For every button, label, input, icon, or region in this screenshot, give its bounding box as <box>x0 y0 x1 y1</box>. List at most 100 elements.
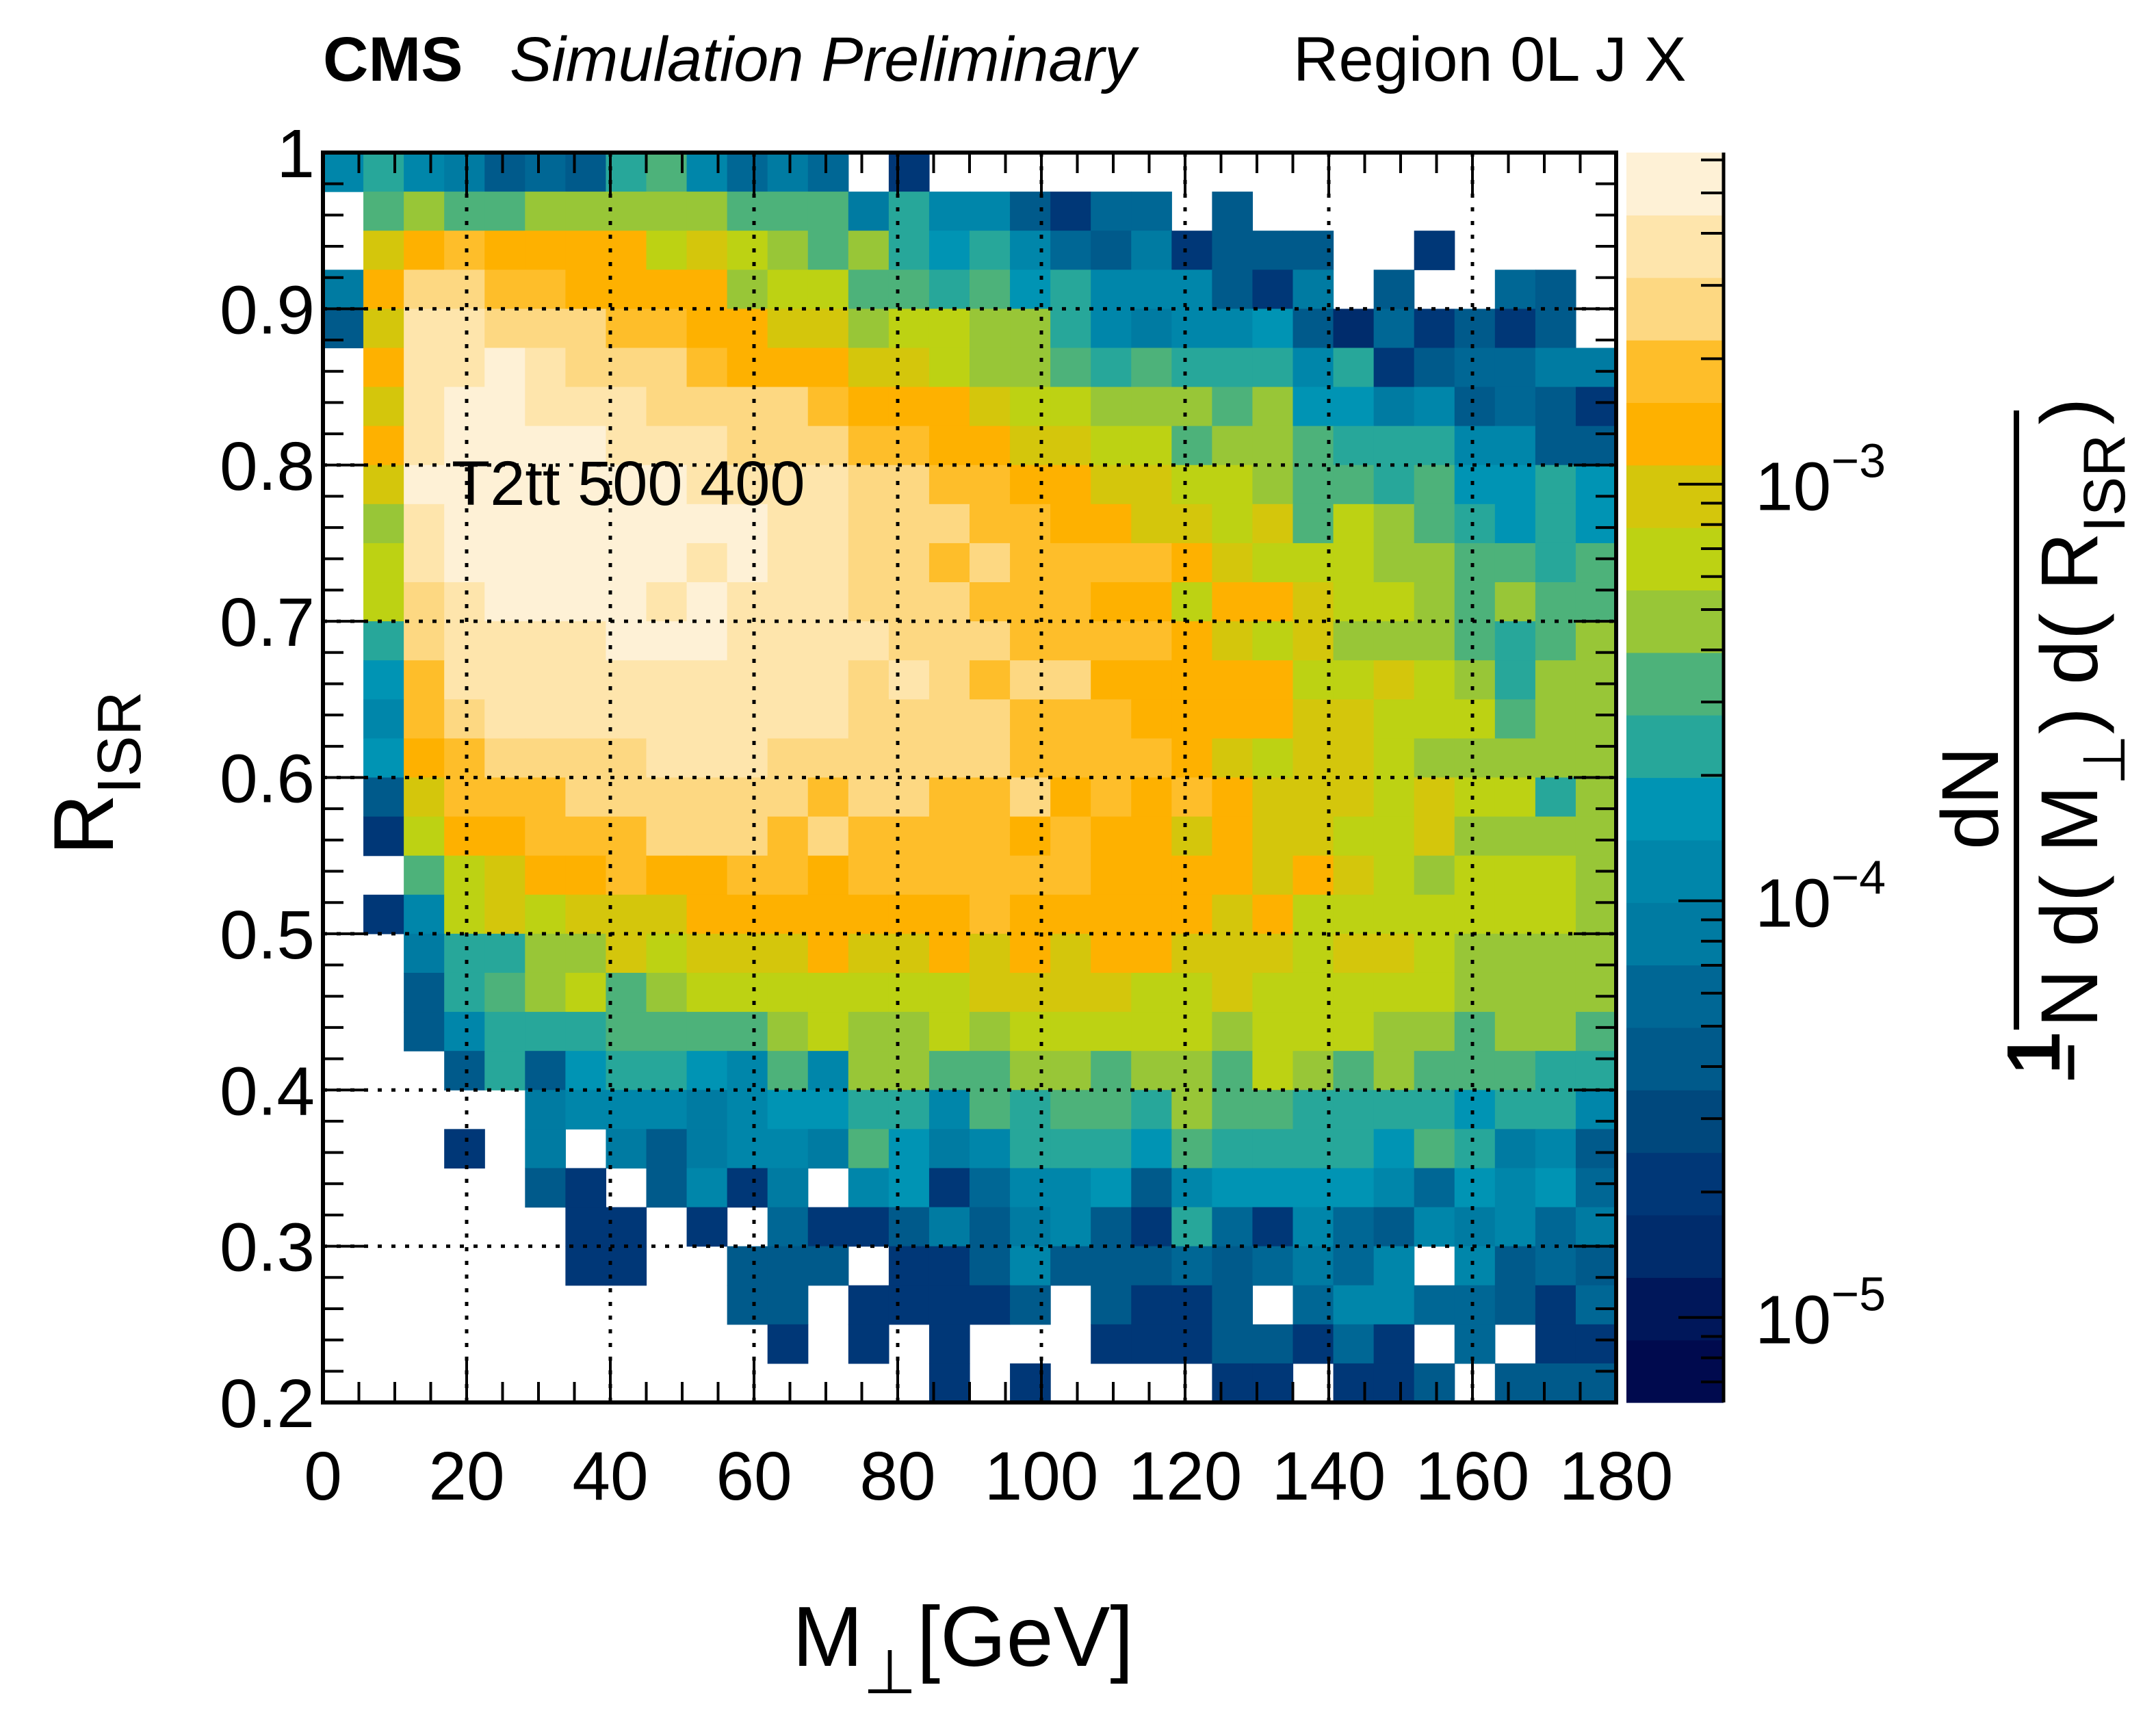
heatmap-cell <box>1575 543 1617 583</box>
heatmap-cell <box>1091 1129 1132 1169</box>
heatmap-cell <box>807 894 849 935</box>
heatmap-cell <box>1293 660 1334 700</box>
heatmap-cell <box>1171 309 1212 349</box>
heatmap-cell <box>1373 1207 1415 1247</box>
heatmap-cell <box>1293 855 1334 896</box>
heatmap-cell <box>888 933 930 974</box>
heatmap-cell <box>606 933 647 974</box>
heatmap-cell <box>1091 1051 1132 1090</box>
y-axis-title: RISR <box>37 691 154 855</box>
heatmap-cell <box>1333 1285 1375 1325</box>
heatmap-cell <box>1091 309 1132 349</box>
heatmap-cell <box>444 231 485 270</box>
colorbar-band <box>1626 153 1724 215</box>
heatmap-cell <box>444 699 485 739</box>
heatmap-cell <box>525 855 566 896</box>
heatmap-cell <box>686 1129 728 1169</box>
heatmap-cell <box>1131 894 1172 935</box>
heatmap-cell <box>646 309 688 349</box>
heatmap-cell <box>1091 582 1132 622</box>
heatmap-cell <box>606 348 647 388</box>
heatmap-cell <box>928 1324 970 1364</box>
heatmap-cell <box>1494 1129 1536 1169</box>
heatmap-cell <box>1373 621 1415 661</box>
heatmap-cell <box>928 1051 970 1090</box>
heatmap-cell <box>1494 1285 1536 1325</box>
heatmap-cell <box>606 699 647 739</box>
x-tick-label: 60 <box>716 1438 792 1515</box>
heatmap-cell <box>565 699 607 739</box>
heatmap-cell <box>1293 504 1334 544</box>
heatmap-cell <box>363 582 404 622</box>
heatmap-cell <box>1171 1207 1212 1247</box>
heatmap-cell <box>404 855 445 896</box>
heatmap-cell <box>1252 1168 1294 1208</box>
heatmap-cell <box>484 465 525 505</box>
heatmap-cell <box>1212 426 1254 466</box>
heatmap-cell <box>1454 543 1496 583</box>
heatmap-cell <box>1091 192 1132 231</box>
heatmap-cell <box>970 582 1011 622</box>
heatmap-cell <box>686 660 728 700</box>
y-tick-label: 0.7 <box>220 584 315 661</box>
heatmap-cell <box>1050 543 1091 583</box>
heatmap-cell <box>970 621 1011 661</box>
heatmap-cell <box>404 348 445 388</box>
heatmap-cell <box>1373 309 1415 349</box>
heatmap-cell <box>1293 1090 1334 1129</box>
heatmap-cell <box>807 270 849 309</box>
heatmap-cell <box>323 153 364 192</box>
heatmap-cell <box>1252 309 1294 349</box>
heatmap-cell <box>767 816 809 857</box>
heatmap-cell <box>1091 816 1132 857</box>
heatmap-cell <box>1454 1012 1496 1052</box>
heatmap-cell <box>1494 426 1536 466</box>
heatmap-cell <box>1010 972 1051 1013</box>
heatmap-cell <box>444 738 485 779</box>
heatmap-cell <box>606 153 647 192</box>
heatmap-cell <box>1171 816 1212 857</box>
heatmap-cell <box>1050 465 1091 505</box>
heatmap-cell <box>888 192 930 231</box>
heatmap-cell <box>888 777 930 818</box>
heatmap-cell <box>404 387 445 427</box>
heatmap-cell <box>404 660 445 700</box>
heatmap-cell <box>565 192 607 231</box>
z-denom-sub-2: ISR <box>2072 434 2138 532</box>
heatmap-cell <box>970 855 1011 896</box>
heatmap-cell <box>525 504 566 544</box>
heatmap-cell <box>1454 426 1496 466</box>
heatmap-cell <box>404 816 445 857</box>
heatmap-cell <box>1212 270 1254 309</box>
heatmap-cell <box>1293 699 1334 739</box>
heatmap-cell <box>807 543 849 583</box>
heatmap-cell <box>1535 1090 1576 1129</box>
heatmap-cell <box>1494 855 1536 896</box>
heatmap-cell <box>1494 387 1536 427</box>
heatmap-cell <box>1252 348 1294 388</box>
heatmap-cell <box>888 1207 930 1247</box>
heatmap-cell <box>970 1246 1011 1286</box>
heatmap-cell <box>1454 738 1496 779</box>
heatmap-cell <box>363 699 404 739</box>
heatmap-cell <box>1454 1207 1496 1247</box>
colorbar-band <box>1626 1090 1724 1153</box>
heatmap-cell <box>1454 933 1496 974</box>
heatmap-cell <box>1293 1324 1334 1364</box>
heatmap-cell <box>1373 270 1415 309</box>
heatmap-cell <box>1414 1285 1455 1325</box>
heatmap-cell <box>565 465 607 505</box>
heatmap-cell <box>404 1012 445 1052</box>
heatmap-cell <box>970 1285 1011 1325</box>
heatmap-cell <box>1252 1090 1294 1129</box>
heatmap-cell <box>1414 972 1455 1013</box>
heatmap-cell <box>1091 1207 1132 1247</box>
heatmap-cell <box>646 1168 688 1208</box>
heatmap-cell <box>1091 387 1132 427</box>
heatmap-cell <box>928 855 970 896</box>
heatmap-cell <box>970 1129 1011 1169</box>
heatmap-cell <box>565 504 607 544</box>
heatmap-cell <box>363 465 404 505</box>
heatmap-cell <box>767 1051 809 1090</box>
heatmap-cell <box>606 465 647 505</box>
